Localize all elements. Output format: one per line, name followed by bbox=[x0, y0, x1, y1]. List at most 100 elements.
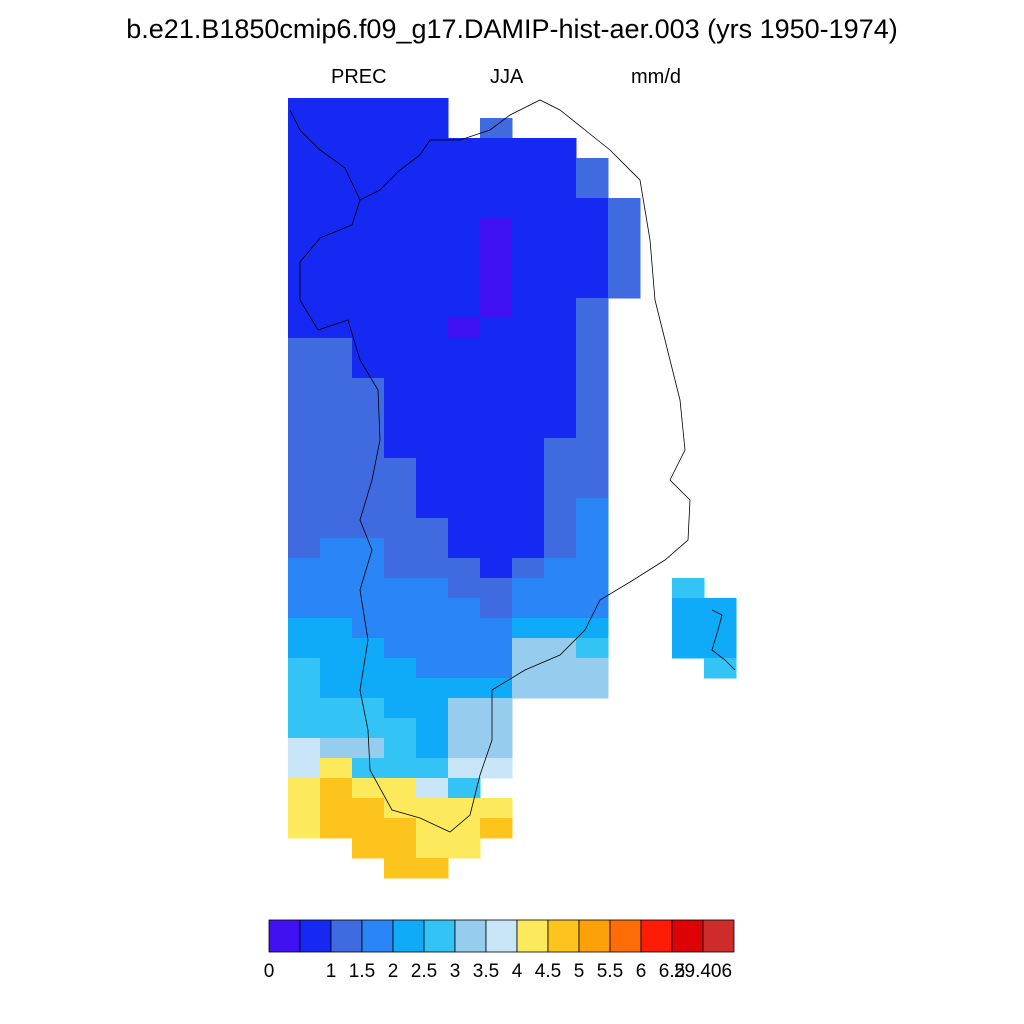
colorbar-tick-label: 5.5 bbox=[596, 961, 624, 982]
map-cell bbox=[608, 218, 641, 239]
map-cell bbox=[448, 158, 481, 179]
map-cell bbox=[352, 258, 385, 279]
map-cell bbox=[384, 638, 417, 659]
map-cell bbox=[576, 638, 609, 659]
map-cell bbox=[352, 378, 385, 399]
map-cell bbox=[352, 318, 385, 339]
map-cell bbox=[384, 98, 417, 119]
map-cell bbox=[352, 678, 385, 699]
map-cell bbox=[384, 438, 417, 459]
map-cell bbox=[288, 598, 321, 619]
map-cell bbox=[480, 198, 513, 219]
map-cell bbox=[416, 558, 449, 579]
map-cell bbox=[384, 278, 417, 299]
map-cell bbox=[704, 598, 737, 619]
map-cell bbox=[448, 198, 481, 219]
map-cell bbox=[384, 118, 417, 139]
map-cell bbox=[352, 758, 385, 779]
map-cell bbox=[416, 98, 449, 119]
map-cell bbox=[704, 618, 737, 639]
map-cell bbox=[384, 738, 417, 759]
map-cell bbox=[544, 398, 577, 419]
map-cell bbox=[512, 678, 545, 699]
map-cell bbox=[416, 818, 449, 839]
map-cell bbox=[288, 678, 321, 699]
colorbar-tick-label: 29.406 bbox=[673, 961, 733, 982]
map-cell bbox=[416, 538, 449, 559]
colorbar-box bbox=[671, 919, 704, 953]
map-cell bbox=[352, 178, 385, 199]
map-cell bbox=[320, 98, 353, 119]
map-cells bbox=[288, 98, 737, 879]
map-cell bbox=[384, 198, 417, 219]
map-cell bbox=[480, 538, 513, 559]
map-cell bbox=[544, 178, 577, 199]
map-cell bbox=[320, 518, 353, 539]
map-cell bbox=[512, 138, 545, 159]
map-cell bbox=[320, 398, 353, 419]
map-cell bbox=[512, 178, 545, 199]
map-cell bbox=[352, 718, 385, 739]
map-cell bbox=[448, 738, 481, 759]
map-cell bbox=[512, 158, 545, 179]
map-cell bbox=[480, 638, 513, 659]
map-cell bbox=[288, 698, 321, 719]
map-cell bbox=[512, 638, 545, 659]
map-cell bbox=[448, 418, 481, 439]
map-cell bbox=[448, 678, 481, 699]
map-cell bbox=[544, 638, 577, 659]
map-cell bbox=[320, 758, 353, 779]
map-cell bbox=[416, 778, 449, 799]
map-cell bbox=[416, 118, 449, 139]
map-cell bbox=[512, 458, 545, 479]
map-cell bbox=[320, 178, 353, 199]
map-cell bbox=[480, 158, 513, 179]
map-cell bbox=[288, 338, 321, 359]
map-cell bbox=[512, 478, 545, 499]
colorbar-box bbox=[268, 919, 301, 953]
map-cell bbox=[416, 178, 449, 199]
map-cell bbox=[448, 758, 481, 779]
map-cell bbox=[320, 138, 353, 159]
map-cell bbox=[320, 558, 353, 579]
map-cell bbox=[576, 578, 609, 599]
map-cell bbox=[544, 558, 577, 579]
map-cell bbox=[576, 598, 609, 619]
colorbar-tick-label: 3.5 bbox=[472, 961, 500, 982]
map-cell bbox=[384, 678, 417, 699]
map-cell bbox=[352, 278, 385, 299]
map-cell bbox=[480, 718, 513, 739]
map-cell bbox=[576, 438, 609, 459]
map-cell bbox=[352, 778, 385, 799]
map-cell bbox=[352, 638, 385, 659]
map-cell bbox=[480, 618, 513, 639]
map-cell bbox=[576, 158, 609, 179]
map-cell bbox=[416, 438, 449, 459]
map-cell bbox=[448, 658, 481, 679]
map-cell bbox=[416, 718, 449, 739]
map-cell bbox=[512, 618, 545, 639]
map-cell bbox=[384, 498, 417, 519]
map-cell bbox=[480, 378, 513, 399]
map-cell bbox=[288, 818, 321, 839]
map-cell bbox=[576, 458, 609, 479]
map-cell bbox=[480, 358, 513, 379]
map-cell bbox=[448, 698, 481, 719]
map-cell bbox=[384, 798, 417, 819]
map-cell bbox=[320, 478, 353, 499]
map-cell bbox=[544, 418, 577, 439]
map-cell bbox=[544, 438, 577, 459]
map-cell bbox=[288, 498, 321, 519]
map-cell bbox=[320, 698, 353, 719]
map-cell bbox=[320, 378, 353, 399]
map-cell bbox=[416, 578, 449, 599]
map-cell bbox=[352, 298, 385, 319]
map-cell bbox=[480, 338, 513, 359]
map-cell bbox=[480, 478, 513, 499]
map-cell bbox=[352, 738, 385, 759]
map-cell bbox=[320, 598, 353, 619]
map-cell bbox=[288, 198, 321, 219]
map-cell bbox=[320, 118, 353, 139]
season-label: JJA bbox=[490, 66, 524, 88]
map-cell bbox=[320, 278, 353, 299]
